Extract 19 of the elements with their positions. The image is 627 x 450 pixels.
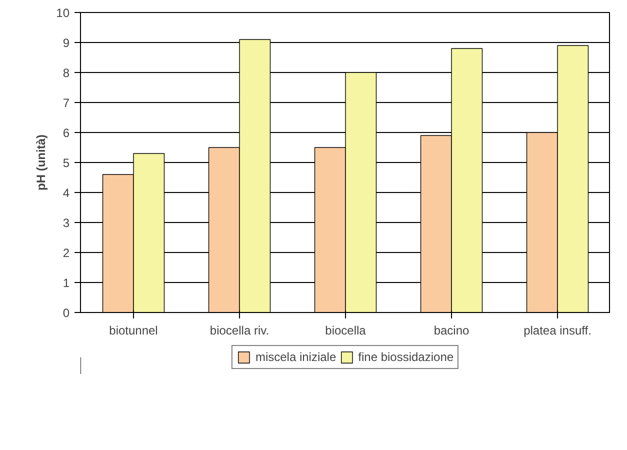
y-tick-label: 7	[62, 96, 70, 110]
y-tick-label: 8	[62, 66, 70, 80]
y-tick-label: 1	[62, 276, 70, 290]
y-tick-label: 6	[62, 126, 70, 140]
y-tick-label: 4	[62, 186, 70, 200]
x-tick-label: bacino	[434, 324, 470, 338]
x-tick-label: biotunnel	[109, 324, 158, 338]
legend-label: miscela iniziale	[255, 350, 336, 364]
y-tick-label: 10	[56, 6, 70, 20]
x-tick-label: biocella riv.	[210, 324, 270, 338]
y-tick-label: 5	[62, 156, 70, 170]
y-tick-label: 2	[62, 246, 70, 260]
legend-label: fine biossidazione	[358, 350, 454, 364]
y-tick-label: 9	[62, 36, 70, 50]
y-tick-label: 3	[62, 216, 70, 230]
y-tick-label: 0	[62, 306, 70, 320]
x-tick-label: platea insuff.	[524, 324, 592, 338]
x-tick-label: biocella	[325, 324, 366, 338]
y-axis-title: pH (unità)	[34, 134, 48, 190]
